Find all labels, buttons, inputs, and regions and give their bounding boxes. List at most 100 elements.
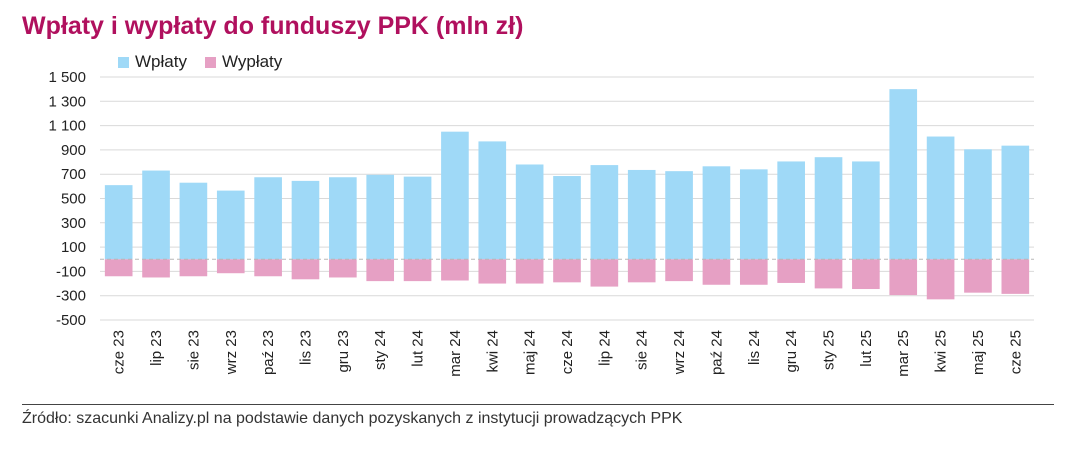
x-tick-label: paź 23 bbox=[260, 330, 277, 375]
x-tick-label: lip 24 bbox=[596, 330, 613, 366]
y-tick-label: 1 300 bbox=[48, 93, 86, 110]
legend-swatch-wplaty bbox=[118, 56, 129, 68]
bar-wyplaty bbox=[291, 259, 320, 280]
x-tick-label: sty 25 bbox=[821, 330, 838, 370]
bar-wyplaty bbox=[254, 259, 282, 277]
bar-wplaty bbox=[889, 89, 918, 260]
bar-wplaty bbox=[553, 176, 581, 260]
source-divider bbox=[22, 404, 1054, 405]
bar-wplaty bbox=[179, 182, 208, 260]
bar-wplaty bbox=[329, 177, 357, 260]
x-tick-label: wrz 23 bbox=[223, 330, 240, 375]
bar-wyplaty bbox=[665, 259, 693, 282]
bar-wyplaty bbox=[739, 259, 768, 285]
bars bbox=[100, 89, 1034, 300]
legend-item-wyplaty: Wypłaty bbox=[204, 52, 283, 72]
bar-wyplaty bbox=[216, 259, 245, 274]
bar-wyplaty bbox=[403, 259, 432, 282]
bar-wyplaty bbox=[889, 259, 918, 296]
legend-swatch-wyplaty bbox=[204, 56, 216, 68]
x-tick-label: lip 23 bbox=[148, 330, 165, 366]
y-tick-label: -300 bbox=[56, 288, 86, 305]
bar-wplaty bbox=[926, 136, 955, 260]
bar-wyplaty bbox=[179, 259, 208, 277]
x-tick-label: lut 24 bbox=[410, 330, 427, 367]
bar-wplaty bbox=[441, 131, 469, 260]
bar-wplaty bbox=[478, 141, 507, 260]
y-axis: 1 500 1 300 1 100 900 700 500 300 100 -100 -300 -5… bbox=[48, 69, 86, 329]
bar-wplaty bbox=[291, 180, 320, 260]
x-tick-label: mar 25 bbox=[895, 330, 912, 377]
x-tick-label: lut 25 bbox=[858, 330, 875, 367]
y-tick-label: 500 bbox=[61, 191, 86, 208]
x-tick-label: sie 23 bbox=[185, 330, 202, 370]
x-tick-label: wrz 24 bbox=[671, 330, 688, 375]
bar-wplaty bbox=[366, 174, 395, 260]
bar-wyplaty bbox=[142, 259, 170, 278]
bar-wyplaty bbox=[104, 259, 133, 277]
legend-item-wplaty: Wpłaty bbox=[118, 52, 187, 72]
bar-wyplaty bbox=[627, 259, 656, 283]
bar-wyplaty bbox=[441, 259, 469, 281]
legend: Wpłaty Wypłaty bbox=[118, 52, 282, 72]
x-tick-label: paź 24 bbox=[708, 330, 725, 375]
bar-wplaty bbox=[254, 177, 282, 260]
bar-wplaty bbox=[403, 176, 432, 260]
bar-wplaty bbox=[852, 161, 880, 260]
y-tick-label: -100 bbox=[56, 263, 86, 280]
x-tick-label: lis 23 bbox=[297, 330, 314, 365]
y-tick-label: 900 bbox=[61, 142, 86, 159]
bar-wplaty bbox=[702, 166, 731, 260]
bar-wyplaty bbox=[852, 259, 880, 290]
bar-wplaty bbox=[739, 169, 768, 260]
bar-wyplaty bbox=[478, 259, 507, 284]
bar-wyplaty bbox=[553, 259, 581, 283]
bar-wplaty bbox=[104, 185, 133, 260]
bar-wyplaty bbox=[329, 259, 357, 278]
x-tick-label: gru 24 bbox=[783, 330, 800, 373]
x-tick-label: mar 24 bbox=[447, 330, 464, 377]
chart-title: Wpłaty i wypłaty do funduszy PPK (mln zł… bbox=[22, 12, 524, 40]
bar-wplaty bbox=[627, 169, 656, 260]
x-tick-label: gru 23 bbox=[335, 330, 352, 373]
bar-wyplaty bbox=[1001, 259, 1030, 294]
x-tick-label: kwi 24 bbox=[484, 330, 501, 373]
x-tick-label: kwi 25 bbox=[933, 330, 950, 373]
x-tick-label: lis 24 bbox=[746, 330, 763, 365]
legend-label-wplaty: Wpłaty bbox=[135, 52, 187, 71]
bar-wplaty bbox=[590, 165, 619, 260]
bar-wyplaty bbox=[366, 259, 395, 282]
bar-wplaty bbox=[964, 149, 992, 260]
bar-wyplaty bbox=[777, 259, 805, 283]
bar-wyplaty bbox=[814, 259, 843, 289]
bar-wplaty bbox=[665, 171, 693, 260]
x-tick-label: cze 23 bbox=[111, 330, 128, 374]
bar-chart: 1 500 1 300 1 100 900 700 500 300 100 -100 -300 -5… bbox=[48, 69, 1034, 377]
x-axis: cze 23 lip 23 sie 23 wrz 23 paź 23 lis 23 gru … bbox=[111, 330, 1025, 377]
y-tick-label: 100 bbox=[61, 239, 86, 256]
x-tick-label: maj 25 bbox=[970, 330, 987, 375]
y-tick-label: 1 500 bbox=[48, 69, 86, 86]
bar-wyplaty bbox=[590, 259, 619, 287]
x-tick-label: cze 25 bbox=[1007, 330, 1024, 374]
y-tick-label: 700 bbox=[61, 166, 86, 183]
source-note: Źródło: szacunki Analizy.pl na podstawie… bbox=[22, 410, 683, 427]
y-tick-label: 300 bbox=[61, 215, 86, 232]
bar-wplaty bbox=[216, 190, 245, 260]
x-tick-label: sty 24 bbox=[372, 330, 389, 370]
bar-wyplaty bbox=[702, 259, 731, 285]
bar-wyplaty bbox=[926, 259, 955, 300]
bar-wplaty bbox=[1001, 145, 1030, 260]
bar-wyplaty bbox=[515, 259, 544, 284]
x-tick-label: cze 24 bbox=[559, 330, 576, 374]
bar-wyplaty bbox=[964, 259, 992, 293]
bar-wplaty bbox=[814, 157, 843, 260]
x-tick-label: maj 24 bbox=[522, 330, 539, 375]
legend-label-wyplaty: Wypłaty bbox=[221, 52, 283, 71]
y-tick-label: -500 bbox=[56, 312, 86, 329]
y-tick-label: 1 100 bbox=[48, 118, 86, 135]
bar-wplaty bbox=[515, 164, 544, 260]
bar-wplaty bbox=[777, 161, 805, 260]
bar-wplaty bbox=[142, 170, 170, 260]
x-tick-label: sie 24 bbox=[634, 330, 651, 370]
